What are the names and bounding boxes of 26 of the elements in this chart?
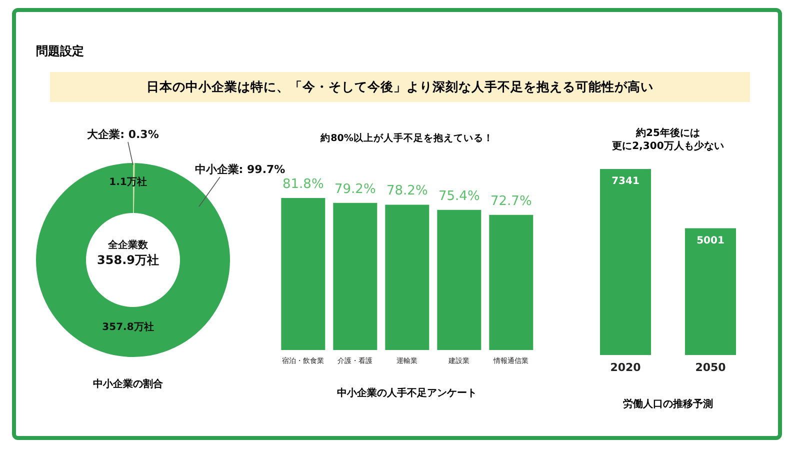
data-label: 75.4% [438,188,480,204]
data-label: 7341 [612,176,640,188]
text: 日本の中小企業は特に、「今・そして今後」より深刻な人手不足を抱える可能性が高い [50,72,750,102]
bar [281,198,326,350]
slice-label: 大企業: 0.3% [87,128,159,141]
slice-label: 中小企業: 99.7% [194,163,286,176]
chart-subtitle: 更に2,300万人も少ない [611,140,725,153]
chart-title: 約25年後には [634,127,701,140]
data-label: 79.2% [334,182,376,197]
bar [333,202,378,350]
x-axis-title: 中小企業の人手不足アンケート [336,386,478,400]
text: 問題設定 [36,43,84,60]
chart-title: 約80%以上が人手不足を抱えている！ [319,132,494,145]
bar [385,204,430,350]
x-axis-title: 労働人口の推移予測 [622,398,714,411]
text: 357.8万社 [101,320,155,334]
bar [489,214,534,350]
data-label: 81.8% [282,177,324,192]
text: 全企業数 358.9万社 [96,239,160,267]
x-tick-label: 2050 [695,360,726,374]
x-tick-label: 2020 [610,360,642,374]
data-label: 5001 [696,235,724,246]
bar [437,210,482,350]
data-label: 72.7% [490,194,532,209]
text: 中小企業の割合 [92,378,164,391]
data-label: 78.2% [386,184,428,199]
